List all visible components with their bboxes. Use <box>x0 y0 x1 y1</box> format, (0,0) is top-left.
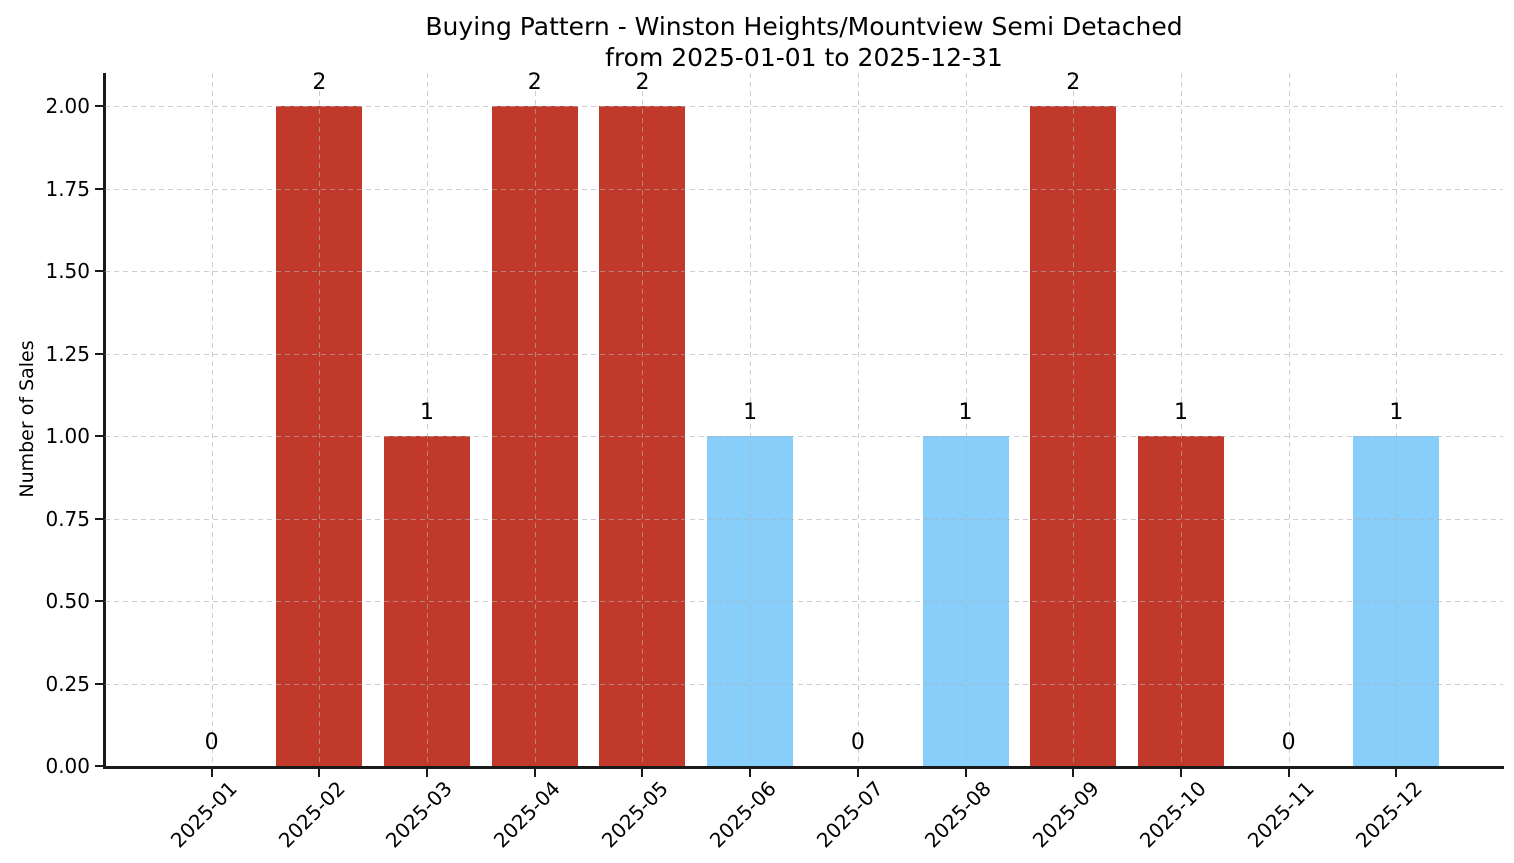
bar-value-label: 2 <box>635 70 650 95</box>
gridline-vertical <box>1396 73 1398 766</box>
x-tick-mark <box>1395 768 1398 777</box>
x-tick-label: 2025-04 <box>488 776 566 853</box>
x-tick-label: 2025-07 <box>812 776 889 853</box>
bar-value-label: 1 <box>743 400 758 425</box>
x-tick-label: 2025-05 <box>596 776 673 853</box>
y-tick-mark <box>95 270 104 272</box>
x-tick-mark <box>964 768 967 777</box>
gridline-horizontal <box>105 353 1503 355</box>
gridline-vertical <box>1073 73 1075 766</box>
gridline-horizontal <box>105 683 1503 685</box>
x-tick-mark <box>641 768 644 777</box>
y-tick-label: 0.50 <box>45 589 90 613</box>
gridline-vertical <box>750 73 752 766</box>
y-tick-label: 0.25 <box>45 671 90 696</box>
y-tick-label: 1.50 <box>45 259 90 283</box>
bar-value-label: 0 <box>1281 730 1296 755</box>
bar-value-label: 0 <box>204 730 219 755</box>
y-tick-mark <box>95 765 104 767</box>
plot-area: 0 2 1 2 2 1 0 1 2 1 0 1 <box>105 70 1503 766</box>
bar-value-label: 2 <box>1066 70 1081 95</box>
gridline-vertical <box>642 73 644 766</box>
y-tick-label: 1.00 <box>45 424 90 448</box>
y-tick-label: 0.00 <box>45 754 90 778</box>
y-tick-mark <box>95 352 104 355</box>
x-tick-mark <box>749 768 752 777</box>
y-tick-mark <box>95 187 104 190</box>
y-tick-mark <box>95 517 104 520</box>
gridline-vertical <box>1288 73 1290 766</box>
y-tick-label: 2.00 <box>45 94 90 118</box>
x-tick-label: 2025-12 <box>1350 776 1427 853</box>
x-tick-mark <box>210 768 213 777</box>
x-tick-label: 2025-10 <box>1135 776 1212 853</box>
gridline-vertical <box>1180 73 1182 766</box>
gridline-vertical <box>427 73 429 766</box>
x-tick-label: 2025-01 <box>165 776 242 853</box>
x-tick-mark <box>318 768 321 777</box>
y-tick-label: 1.25 <box>45 341 90 366</box>
y-tick-mark <box>95 105 104 107</box>
x-axis-spine <box>103 766 1504 769</box>
gridline-horizontal <box>105 518 1503 520</box>
y-axis-spine <box>103 73 106 768</box>
x-tick-label: 2025-09 <box>1027 776 1104 853</box>
y-tick-mark <box>95 682 104 685</box>
y-tick-label: 1.75 <box>45 176 90 201</box>
x-tick-label: 2025-11 <box>1242 776 1319 853</box>
gridline-vertical <box>211 73 213 766</box>
chart-title: Buying Pattern - Winston Heights/Mountvi… <box>425 12 1183 41</box>
x-tick-label: 2025-02 <box>273 776 350 853</box>
gridline-vertical <box>534 73 536 766</box>
bar-value-label: 1 <box>958 400 973 425</box>
x-tick-label: 2025-03 <box>381 776 458 853</box>
x-tick-mark <box>1287 768 1290 777</box>
x-tick-mark <box>856 768 859 777</box>
y-tick-mark <box>95 600 104 602</box>
x-tick-label: 2025-06 <box>704 776 781 853</box>
x-tick-mark <box>426 768 429 777</box>
bar-value-label: 2 <box>312 70 327 95</box>
gridline-vertical <box>319 73 321 766</box>
gridline-horizontal <box>105 188 1503 190</box>
bar-value-label: 1 <box>420 400 435 425</box>
x-tick-mark <box>1072 768 1075 777</box>
chart-title-block: Buying Pattern - Winston Heights/Mountvi… <box>105 11 1503 73</box>
gridline-horizontal <box>105 271 1503 272</box>
gridline-horizontal <box>105 106 1503 107</box>
y-tick-mark <box>95 435 104 437</box>
gridline-horizontal <box>105 601 1503 602</box>
bar-value-label: 1 <box>1173 400 1188 425</box>
x-tick-mark <box>533 768 536 777</box>
chart-subtitle: from 2025-01-01 to 2025-12-31 <box>605 43 1003 72</box>
gridline-vertical <box>857 73 859 766</box>
y-tick-label: 0.75 <box>45 506 90 531</box>
bar-value-label: 0 <box>850 730 865 755</box>
gridline-horizontal <box>105 436 1503 437</box>
x-tick-label: 2025-08 <box>919 776 996 853</box>
bar-value-label: 1 <box>1389 400 1404 425</box>
gridline-vertical <box>965 73 967 766</box>
x-tick-mark <box>1179 768 1182 777</box>
bar-value-label: 2 <box>527 70 542 95</box>
